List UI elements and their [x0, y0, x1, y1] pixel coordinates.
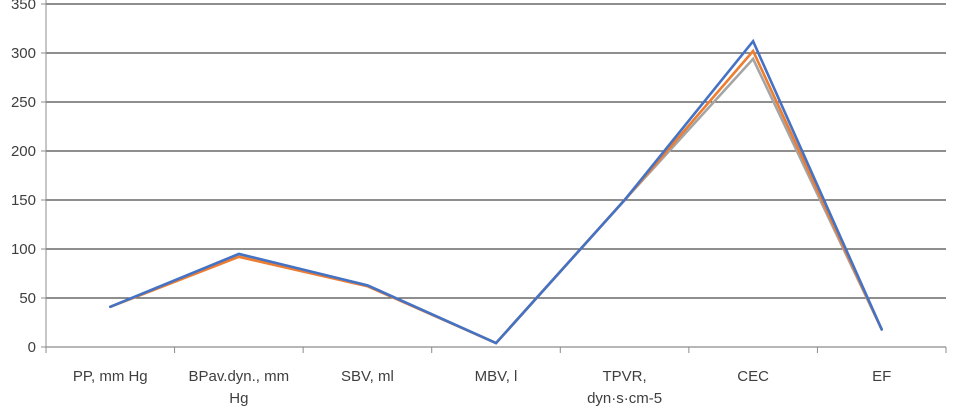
series-lines	[109, 38, 884, 345]
y-tick-label-50: 50	[19, 290, 36, 307]
x-tick-label-line: EF	[872, 368, 891, 385]
x-tick-label-2: SBV, ml	[341, 368, 394, 385]
x-tick-label-line: SBV, ml	[341, 368, 394, 385]
x-tick-label-line: dyn·s·cm-5	[587, 390, 662, 407]
series-line-series-orange	[109, 48, 884, 345]
x-tick-label-6: EF	[872, 368, 891, 385]
x-tick-label-4: TPVR, dyn·s·cm-5	[587, 368, 662, 407]
y-tick-label-200: 200	[11, 143, 36, 160]
y-tick-labels: 0 50 100 150 200 250 300 350	[11, 0, 36, 356]
x-tick-label-5: CEC	[737, 368, 769, 385]
axes	[41, 0, 947, 353]
x-tick-label-0: PP, mm Hg	[73, 368, 148, 385]
x-tick-label-3: MBV, l	[475, 368, 518, 385]
y-tick-label-0: 0	[28, 339, 36, 356]
x-tick-labels: PP, mm Hg BPav.dyn., mm Hg SBV, ml MBV, l TPV…	[73, 368, 891, 407]
gridlines	[46, 3, 946, 299]
y-tick-label-250: 250	[11, 94, 36, 111]
x-tick-label-line: PP, mm Hg	[73, 368, 148, 385]
series-line-series-blue	[109, 38, 884, 345]
y-tick-label-150: 150	[11, 192, 36, 209]
y-tick-label-100: 100	[11, 241, 36, 258]
x-tick-label-line: Hg	[229, 390, 248, 407]
y-tick-label-350: 350	[11, 0, 36, 13]
x-tick-label-1: BPav.dyn., mm Hg	[189, 368, 290, 407]
x-tick-label-line: TPVR,	[602, 368, 646, 385]
x-tick-label-line: MBV, l	[475, 368, 518, 385]
x-tick-label-line: BPav.dyn., mm	[189, 368, 290, 385]
x-tick-label-line: CEC	[737, 368, 769, 385]
y-tick-label-300: 300	[11, 45, 36, 62]
